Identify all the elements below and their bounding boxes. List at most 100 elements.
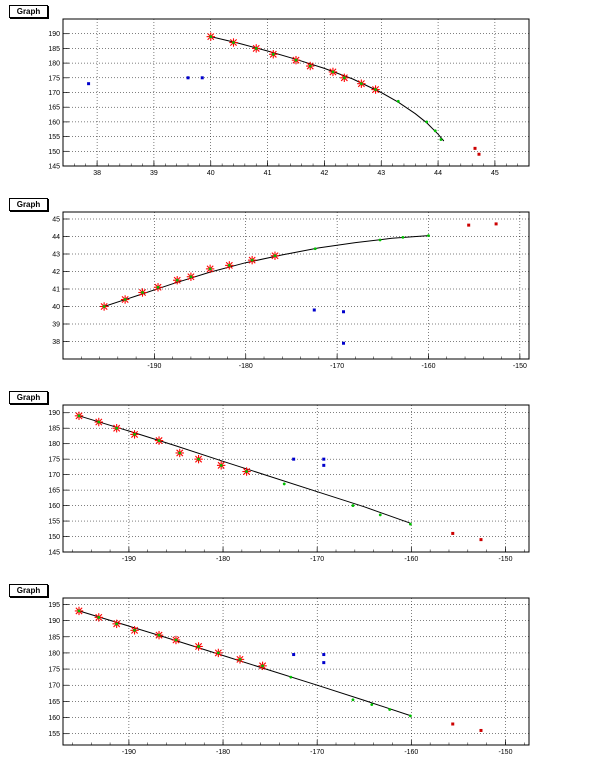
x-tick-label: 40: [207, 170, 215, 177]
data-point-square: [322, 661, 326, 665]
data-point-square: [322, 653, 326, 657]
y-tick-label: 190: [48, 410, 60, 417]
data-point-dot: [189, 275, 193, 279]
data-point-dot: [197, 457, 200, 461]
data-point-dot: [289, 675, 293, 679]
x-tick-label: -190: [122, 556, 136, 563]
data-point-dot: [408, 522, 412, 526]
plot-area: -190 -180 -170 -160 -150 155 160 165 170 175 180 18…: [48, 597, 530, 756]
data-point-dot: [273, 254, 277, 258]
y-tick-label: 165: [48, 105, 60, 112]
y-tick-label: 45: [52, 217, 60, 224]
y-tick-label: 170: [48, 472, 60, 479]
fit-curve: [103, 235, 429, 307]
data-point-square: [451, 531, 455, 535]
plot-frame: [62, 597, 530, 746]
data-point-dot: [219, 463, 223, 467]
data-point-dot: [351, 698, 355, 702]
y-tick-label: 180: [48, 441, 60, 448]
y-tick-label: 190: [48, 31, 60, 38]
y-tick-label: 160: [48, 715, 60, 722]
data-point-dot: [245, 470, 248, 473]
data-point-dot: [208, 267, 212, 271]
plot-frame: [62, 404, 530, 553]
data-point-dot: [370, 703, 374, 707]
x-tick-label: -180: [216, 556, 230, 563]
data-point-dot: [342, 76, 346, 80]
data-point-dot: [359, 82, 363, 86]
y-tick-label: 175: [48, 75, 60, 82]
data-point-dot: [401, 235, 405, 239]
data-point-square: [292, 653, 296, 657]
x-tick-label: 42: [321, 170, 329, 177]
x-tick-label: 41: [264, 170, 272, 177]
y-tick-label: 150: [48, 149, 60, 156]
y-tick-label: 180: [48, 61, 60, 68]
x-tick-label: 45: [491, 170, 499, 177]
data-point-dot: [427, 234, 430, 238]
y-tick-label: 185: [48, 46, 60, 53]
data-point-square: [322, 457, 326, 461]
plot-area: 38 39 40 41 42 43 44 45 145 150 155 160 165 170 175 180…: [48, 18, 530, 177]
y-tick-label: 190: [48, 618, 60, 625]
x-tick-label: -190: [147, 363, 161, 370]
data-point-dot: [238, 657, 242, 661]
data-point-dot: [197, 645, 200, 648]
y-tick-label: 185: [48, 634, 60, 641]
x-tick-label: -180: [216, 749, 230, 756]
data-point-dot: [156, 285, 160, 289]
data-point-dot: [123, 298, 127, 301]
data-point-dot: [439, 138, 443, 141]
y-tick-label: 145: [48, 550, 60, 557]
plot-area: -190 -180 -170 -160 -150 145 150 155 160 165 170 17…: [48, 404, 530, 563]
data-point-dot: [331, 70, 335, 74]
x-tick-label: -160: [404, 749, 418, 756]
data-point-dot: [157, 439, 161, 442]
data-point-dot: [388, 708, 392, 711]
x-tick-label: 43: [377, 170, 385, 177]
data-point-dot: [157, 633, 161, 637]
x-tick-label: -170: [310, 556, 324, 563]
y-tick-label: 175: [48, 667, 60, 674]
data-point-square: [200, 76, 204, 80]
plot-frame: [62, 211, 530, 360]
data-point-dot: [115, 426, 119, 430]
chart-title: Graph: [9, 391, 48, 404]
data-point-dot: [216, 651, 220, 655]
y-tick-label: 165: [48, 699, 60, 706]
y-tick-label: 41: [52, 287, 60, 294]
x-tick-label: -150: [498, 749, 512, 756]
data-point-dot: [175, 278, 179, 282]
data-point-dot: [250, 258, 254, 262]
data-point-dot: [141, 291, 144, 294]
data-point-dot: [378, 238, 382, 242]
y-tick-label: 170: [48, 683, 60, 690]
y-tick-label: 39: [52, 322, 60, 329]
data-point-square: [494, 222, 498, 226]
data-point-dot: [174, 638, 178, 642]
y-tick-label: 170: [48, 90, 60, 97]
y-tick-label: 175: [48, 457, 60, 464]
fit-curve: [210, 36, 445, 142]
y-tick-label: 155: [48, 731, 60, 738]
data-point-dot: [425, 120, 429, 124]
data-point-dot: [254, 47, 258, 50]
x-tick-label: -170: [310, 749, 324, 756]
data-point-dot: [133, 628, 136, 632]
data-point-dot: [261, 664, 264, 668]
data-point-dot: [408, 714, 412, 718]
data-point-dot: [378, 513, 382, 517]
y-tick-label: 160: [48, 119, 60, 126]
data-point-square: [467, 223, 471, 227]
y-tick-label: 40: [52, 304, 60, 311]
data-point-dot: [133, 433, 136, 436]
chart-title: Graph: [9, 198, 48, 211]
data-point-dot: [308, 64, 312, 68]
data-point-dot: [77, 414, 81, 418]
x-tick-label: -190: [122, 749, 136, 756]
data-point-square: [342, 341, 346, 345]
data-point-square: [322, 463, 326, 467]
data-point-dot: [97, 615, 101, 619]
y-tick-label: 195: [48, 602, 60, 609]
chart-panel-4: Graph -190 -180 -170 -160 -150 155 160 165 170 175…: [0, 579, 596, 772]
